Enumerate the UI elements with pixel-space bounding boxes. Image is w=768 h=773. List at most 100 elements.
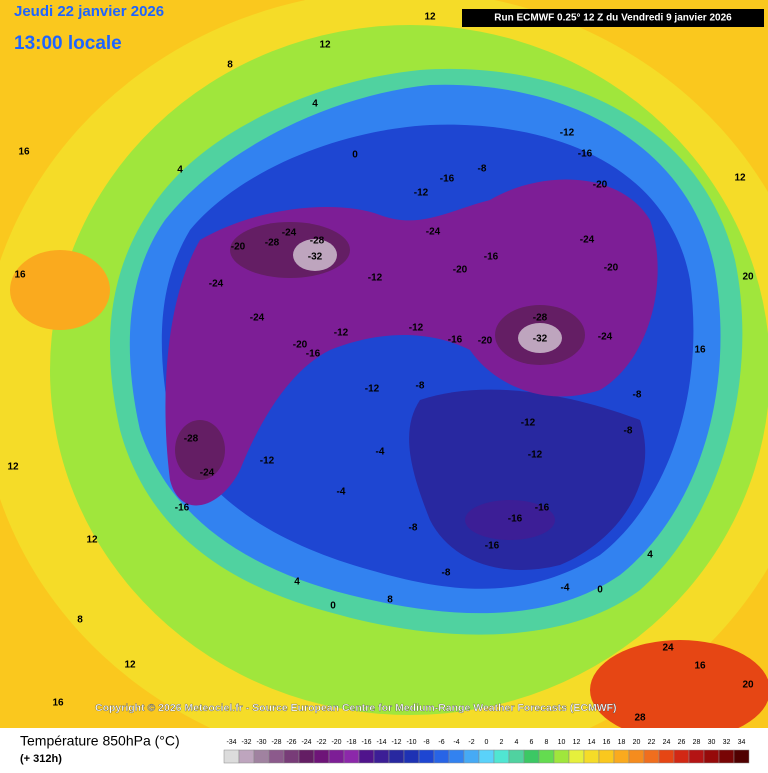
contour-label: -20 xyxy=(604,263,619,274)
contour-label: 20 xyxy=(742,272,754,283)
color-swatch xyxy=(613,749,630,764)
contour-label: -20 xyxy=(593,180,608,191)
scale-label: -8 xyxy=(423,739,429,746)
contour-label: -24 xyxy=(426,227,441,238)
color-swatch xyxy=(538,749,555,764)
zone-pale xyxy=(518,323,562,353)
contour-label: -12 xyxy=(334,328,349,339)
color-scale: -34 -32 -30 -28 -26 -24 -22 -20 -18 -16 -14 -12 -10-… xyxy=(223,739,750,764)
contour-label: 16 xyxy=(694,345,706,356)
contour-label: 4 xyxy=(312,99,318,110)
scale-label: 4 xyxy=(515,739,519,746)
color-swatch xyxy=(718,749,735,764)
contour-label: -4 xyxy=(561,583,570,594)
color-swatch xyxy=(508,749,525,764)
contour-label: -28 xyxy=(310,236,325,247)
contour-label: 4 xyxy=(647,550,653,561)
contour-label: -12 xyxy=(414,188,429,199)
contour-label: -24 xyxy=(282,228,297,239)
contour-label: -16 xyxy=(535,503,550,514)
contour-label: 16 xyxy=(52,698,64,709)
legend-lead: (+ 312h) xyxy=(20,753,62,765)
color-swatch xyxy=(448,749,465,764)
contour-label: 12 xyxy=(319,40,331,51)
contour-label: -12 xyxy=(409,323,424,334)
scale-label: -14 xyxy=(376,739,386,746)
scale-label: 34 xyxy=(738,739,746,746)
scale-label: 14 xyxy=(588,739,596,746)
scale-label: 22 xyxy=(648,739,656,746)
scale-label: -30 xyxy=(256,739,266,746)
contour-label: -16 xyxy=(440,174,455,185)
scale-label: -10 xyxy=(406,739,416,746)
contour-label: 0 xyxy=(597,585,603,596)
color-swatch xyxy=(328,749,345,764)
zone-pale xyxy=(293,239,337,271)
scale-label: 6 xyxy=(530,739,534,746)
contour-label: 12 xyxy=(124,660,136,671)
contour-label: -12 xyxy=(560,128,575,139)
color-swatch xyxy=(403,749,420,764)
contour-label: 8 xyxy=(387,595,393,606)
color-swatch xyxy=(253,749,270,764)
contour-label: -24 xyxy=(209,279,224,290)
color-swatch xyxy=(373,749,390,764)
contour-label: -12 xyxy=(521,418,536,429)
scale-label: -6 xyxy=(438,739,444,746)
scale-label: -18 xyxy=(346,739,356,746)
contour-label: -4 xyxy=(376,447,385,458)
contour-label: 24 xyxy=(662,643,674,654)
color-swatch xyxy=(658,749,675,764)
contour-label: -24 xyxy=(250,313,265,324)
scale-label: -4 xyxy=(453,739,459,746)
scale-label: 8 xyxy=(545,739,549,746)
contour-label: -20 xyxy=(231,242,246,253)
scale-label: -34 xyxy=(226,739,236,746)
color-swatch xyxy=(463,749,480,764)
color-swatch xyxy=(433,749,450,764)
contour-label: -16 xyxy=(484,252,499,263)
contour-label: -28 xyxy=(533,313,548,324)
scale-label: 2 xyxy=(500,739,504,746)
contour-label: 12 xyxy=(734,173,746,184)
contour-label: -12 xyxy=(260,456,275,467)
color-swatch xyxy=(238,749,255,764)
contour-label: -12 xyxy=(368,273,383,284)
contour-label: -8 xyxy=(409,523,418,534)
color-swatch xyxy=(523,749,540,764)
color-swatch xyxy=(283,749,300,764)
color-swatch xyxy=(493,749,510,764)
map-labels: -32-28-28-24-20-24-24-20-16-12-12 -12-16-… xyxy=(7,12,754,724)
color-swatch xyxy=(688,749,705,764)
color-swatch xyxy=(553,749,570,764)
contour-label: 8 xyxy=(227,60,233,71)
scale-label: 18 xyxy=(618,739,626,746)
contour-label: 0 xyxy=(330,601,336,612)
scale-label: 26 xyxy=(678,739,686,746)
scale-label: 24 xyxy=(663,739,671,746)
color-swatch xyxy=(598,749,615,764)
contour-label: -32 xyxy=(308,252,323,263)
scale-label: 12 xyxy=(573,739,581,746)
contour-label: -16 xyxy=(485,541,500,552)
scale-label: 20 xyxy=(633,739,641,746)
contour-label: -24 xyxy=(200,468,215,479)
contour-label: -8 xyxy=(624,426,633,437)
contour-label: -16 xyxy=(508,514,523,525)
contour-label: 4 xyxy=(177,165,183,176)
date-label: Jeudi 22 janvier 2026 xyxy=(14,3,164,20)
scale-label: -20 xyxy=(331,739,341,746)
scale-label: -32 xyxy=(241,739,251,746)
zone-indigo xyxy=(465,500,555,540)
color-swatch xyxy=(418,749,435,764)
contour-label: -16 xyxy=(578,149,593,160)
scale-label: 10 xyxy=(558,739,566,746)
color-swatch xyxy=(343,749,360,764)
contour-label: 16 xyxy=(14,270,26,281)
contour-label: 12 xyxy=(7,462,19,473)
scale-label: 16 xyxy=(603,739,611,746)
run-box xyxy=(462,9,764,27)
contour-label: -16 xyxy=(448,335,463,346)
contour-label: -8 xyxy=(633,390,642,401)
copyright: Copyright © 2026 Meteociel.fr - Source E… xyxy=(95,702,617,714)
